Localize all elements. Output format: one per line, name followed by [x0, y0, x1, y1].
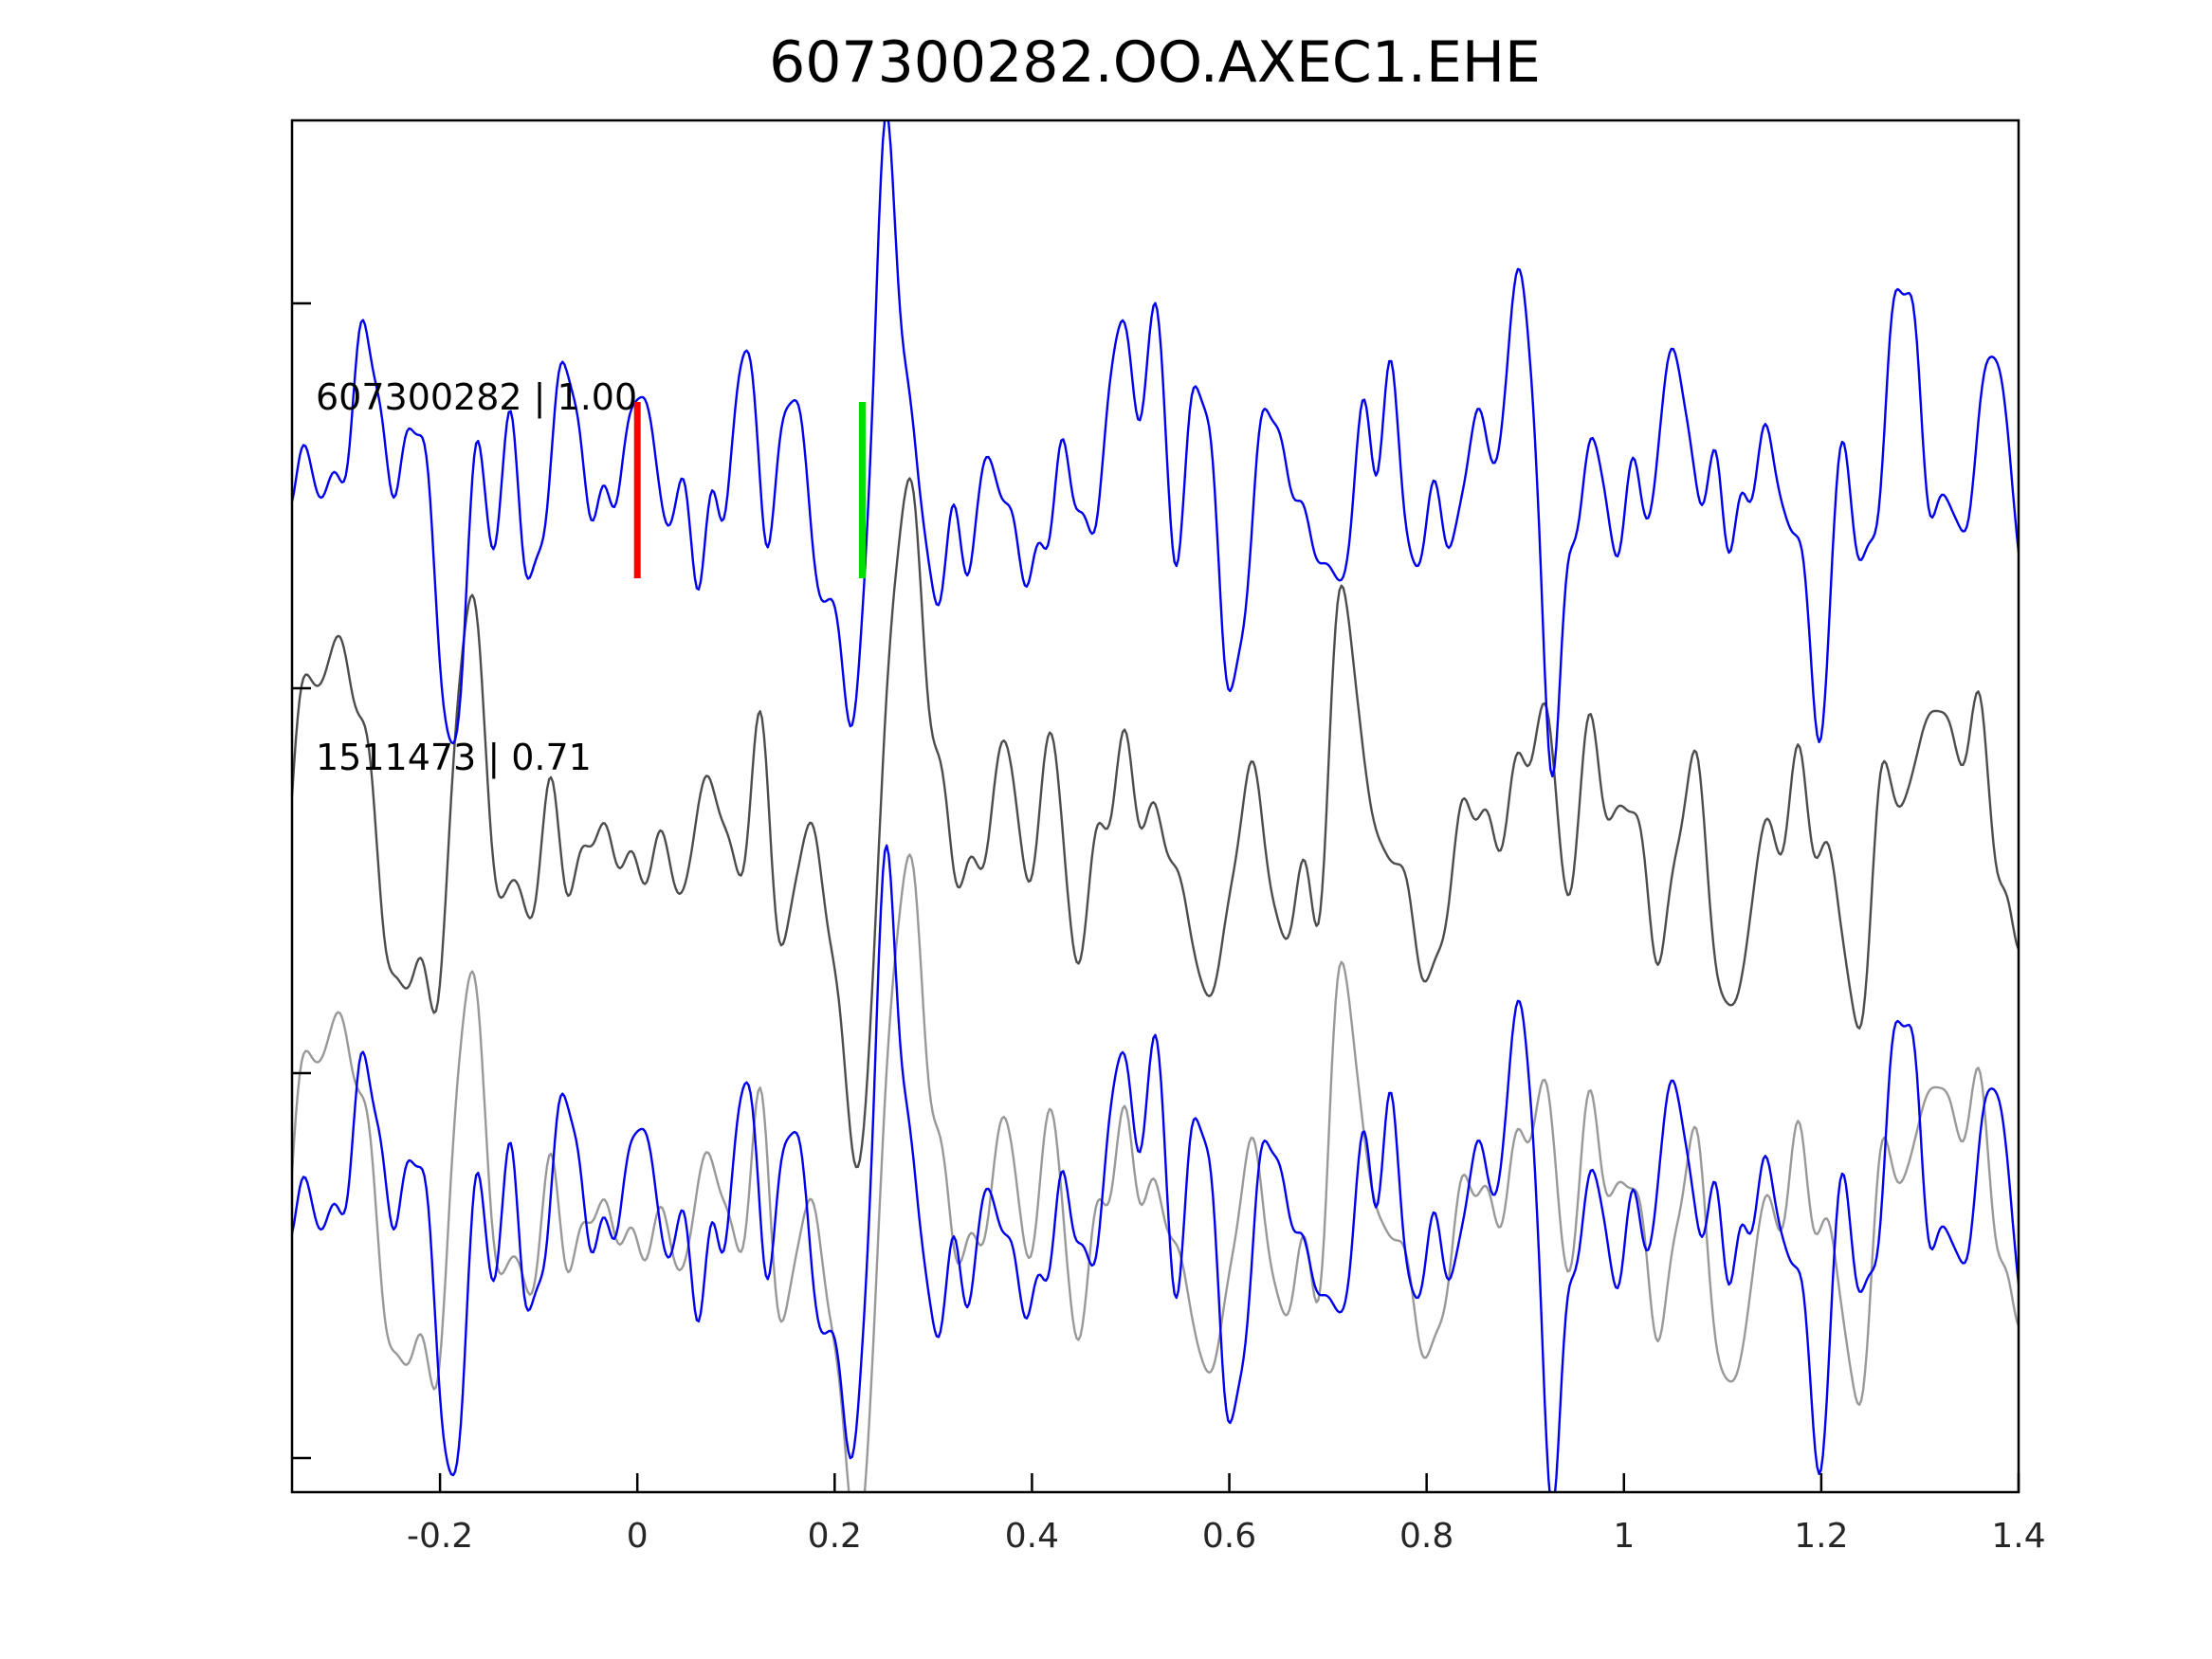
trace-2-label: 1511473 | 0.71: [316, 737, 592, 779]
axis-ticks-group: [292, 301, 2020, 1492]
overlay-trace-607300282-line: [292, 844, 2019, 1492]
x-tick-label: 1.2: [1794, 1517, 1848, 1556]
x-tick-label: 0.2: [808, 1517, 862, 1556]
plot-border: [290, 118, 2020, 1494]
overlay-trace-1511473-line: [292, 853, 2019, 1492]
x-tick-label: 0.4: [1005, 1517, 1059, 1556]
trace-607300282-line: [292, 120, 2019, 778]
x-tick-label: 0.8: [1399, 1517, 1453, 1556]
x-tick-label: 0.6: [1202, 1517, 1256, 1556]
x-tick-label: -0.2: [407, 1517, 473, 1556]
waveform-traces-group: [292, 120, 2019, 1492]
x-tick-label: 1.4: [1991, 1517, 2045, 1556]
x-tick-labels-group: -0.2 0 0.2 0.4 0.6 0.8 1 1.2 1.4: [407, 1517, 2046, 1556]
x-tick-label: 0: [627, 1517, 649, 1556]
trace-1-label: 607300282 | 1.00: [316, 376, 637, 419]
plot-title: 607300282.OO.AXEC1.EHE: [769, 29, 1541, 96]
x-tick-label: 1: [1613, 1517, 1635, 1556]
pick-markers-group: [633, 402, 866, 578]
trace-1511473-line: [292, 477, 2019, 1169]
